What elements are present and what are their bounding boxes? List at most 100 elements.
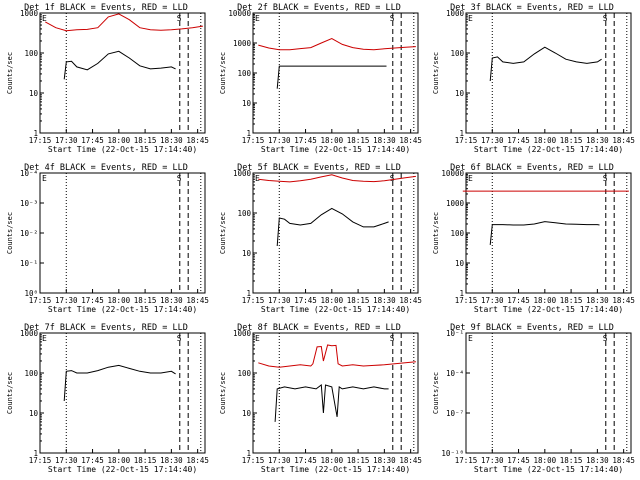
x-tick-label: 17:45 bbox=[294, 456, 317, 465]
marker-e: E bbox=[42, 14, 47, 23]
x-tick-label: 18:30 bbox=[373, 456, 396, 465]
series-events bbox=[489, 221, 600, 245]
y-tick-label: 1000 bbox=[233, 39, 252, 48]
y-tick-label: 10 bbox=[242, 99, 252, 108]
marker-e: E bbox=[468, 174, 473, 183]
y-tick-label: 1000 bbox=[446, 9, 465, 18]
x-tick-label: 17:15 bbox=[455, 136, 478, 145]
y-tick-label: 10 bbox=[29, 89, 39, 98]
x-tick-label: 17:15 bbox=[29, 456, 52, 465]
x-tick-label: 18:45 bbox=[186, 456, 209, 465]
panel-det-5: Det 5f BLACK = Events, RED = LLD 1 10 100 10… bbox=[219, 163, 422, 314]
plot-frame bbox=[465, 12, 632, 134]
y-tick-label: 10 bbox=[29, 409, 39, 418]
x-tick-label: 18:45 bbox=[186, 136, 209, 145]
series-lld bbox=[258, 174, 416, 183]
x-tick-label: 17:15 bbox=[29, 136, 52, 145]
x-tick-label: 17:30 bbox=[481, 456, 504, 465]
plot-frame bbox=[252, 332, 419, 454]
y-axis-label: Counts/sec bbox=[219, 212, 227, 254]
x-tick-label: 18:45 bbox=[612, 456, 635, 465]
y-tick-label: 10⁰ bbox=[24, 289, 38, 298]
marker-e: E bbox=[255, 174, 260, 183]
x-tick-label: 18:30 bbox=[160, 296, 183, 305]
x-tick-label: 18:30 bbox=[586, 456, 609, 465]
y-tick-label: 10000 bbox=[228, 9, 251, 18]
marker-e: E bbox=[42, 174, 47, 183]
panel-title: Det 8f BLACK = Events, RED = LLD bbox=[237, 323, 401, 333]
marker-s: S bbox=[603, 14, 608, 23]
x-tick-label: 18:15 bbox=[560, 136, 583, 145]
x-tick-label: 18:45 bbox=[612, 136, 635, 145]
marker-s: S bbox=[603, 334, 608, 343]
panel-det-3: Det 3f BLACK = Events, RED = LLD 1 10 100 10… bbox=[432, 3, 635, 154]
y-tick-label: 10⁻⁷ bbox=[446, 409, 464, 418]
y-axis-label: Counts/sec bbox=[219, 372, 227, 414]
marker-s: S bbox=[177, 334, 182, 343]
y-tick-label: 100 bbox=[237, 209, 251, 218]
x-tick-label: 18:15 bbox=[347, 136, 370, 145]
series-events bbox=[276, 65, 387, 89]
y-tick-label: 1 bbox=[459, 129, 464, 138]
y-axis-label: Counts/sec bbox=[432, 52, 440, 94]
x-tick-label: 17:30 bbox=[481, 136, 504, 145]
y-tick-label: 10⁻¹⁰ bbox=[441, 449, 464, 458]
x-tick-label: 18:15 bbox=[560, 456, 583, 465]
x-tick-label: 18:30 bbox=[586, 136, 609, 145]
x-tick-label: 17:30 bbox=[268, 136, 291, 145]
plot-frame bbox=[465, 332, 632, 454]
plot-frame bbox=[39, 332, 206, 454]
y-tick-label: 1 bbox=[246, 289, 251, 298]
x-axis-label: Start Time (22-Oct-15 17:14:40) bbox=[48, 145, 197, 154]
x-tick-label: 18:00 bbox=[321, 456, 344, 465]
marker-e: E bbox=[42, 334, 47, 343]
x-tick-label: 18:00 bbox=[321, 136, 344, 145]
panel-title: Det 6f BLACK = Events, RED = LLD bbox=[450, 163, 614, 173]
y-axis-label: Counts/sec bbox=[219, 52, 227, 94]
panel-title: Det 9f BLACK = Events, RED = LLD bbox=[450, 323, 614, 333]
panel-title: Det 1f BLACK = Events, RED = LLD bbox=[24, 3, 188, 13]
x-tick-label: 18:15 bbox=[134, 456, 157, 465]
series-events bbox=[276, 207, 389, 247]
series-lld bbox=[45, 13, 203, 32]
plot-frame bbox=[39, 12, 206, 134]
marker-e: E bbox=[255, 334, 260, 343]
x-tick-label: 17:15 bbox=[455, 456, 478, 465]
y-tick-label: 10⁻³ bbox=[20, 199, 38, 208]
y-tick-label: 1000 bbox=[233, 329, 252, 338]
y-tick-label: 10000 bbox=[441, 169, 464, 178]
x-tick-label: 17:30 bbox=[55, 456, 78, 465]
x-tick-label: 18:15 bbox=[134, 296, 157, 305]
panel-det-2: Det 2f BLACK = Events, RED = LLD 1 10 100 10… bbox=[219, 3, 422, 154]
x-tick-label: 17:45 bbox=[294, 296, 317, 305]
y-tick-label: 1000 bbox=[233, 169, 252, 178]
x-axis-label: Start Time (22-Oct-15 17:14:40) bbox=[474, 145, 623, 154]
y-tick-label: 10 bbox=[242, 249, 252, 258]
x-axis-label: Start Time (22-Oct-15 17:14:40) bbox=[261, 305, 410, 314]
panel-title: Det 4f BLACK = Events, RED = LLD bbox=[24, 163, 188, 173]
y-tick-label: 100 bbox=[24, 369, 38, 378]
y-tick-label: 1000 bbox=[20, 329, 39, 338]
marker-e: E bbox=[255, 14, 260, 23]
y-tick-label: 10 bbox=[455, 259, 465, 268]
x-tick-label: 17:15 bbox=[242, 136, 265, 145]
x-tick-label: 18:30 bbox=[160, 456, 183, 465]
y-tick-label: 10 bbox=[455, 89, 465, 98]
x-tick-label: 17:30 bbox=[268, 456, 291, 465]
panel-det-6: Det 6f BLACK = Events, RED = LLD 1 10 100 10… bbox=[432, 163, 635, 314]
x-axis-label: Start Time (22-Oct-15 17:14:40) bbox=[474, 465, 623, 474]
x-tick-label: 18:00 bbox=[534, 456, 557, 465]
x-tick-label: 18:30 bbox=[373, 296, 396, 305]
y-axis-label: Counts/sec bbox=[6, 372, 14, 414]
x-tick-label: 17:30 bbox=[55, 136, 78, 145]
x-tick-label: 18:00 bbox=[108, 136, 131, 145]
series-lld bbox=[258, 38, 416, 51]
plot-frame bbox=[252, 172, 419, 294]
x-tick-label: 17:30 bbox=[268, 296, 291, 305]
marker-e: E bbox=[468, 14, 473, 23]
y-tick-label: 100 bbox=[450, 49, 464, 58]
x-axis-label: Start Time (22-Oct-15 17:14:40) bbox=[474, 305, 623, 314]
x-tick-label: 18:00 bbox=[534, 136, 557, 145]
y-tick-label: 1 bbox=[246, 449, 251, 458]
panel-det-1: Det 1f BLACK = Events, RED = LLD 1 10 100 10… bbox=[6, 3, 209, 154]
